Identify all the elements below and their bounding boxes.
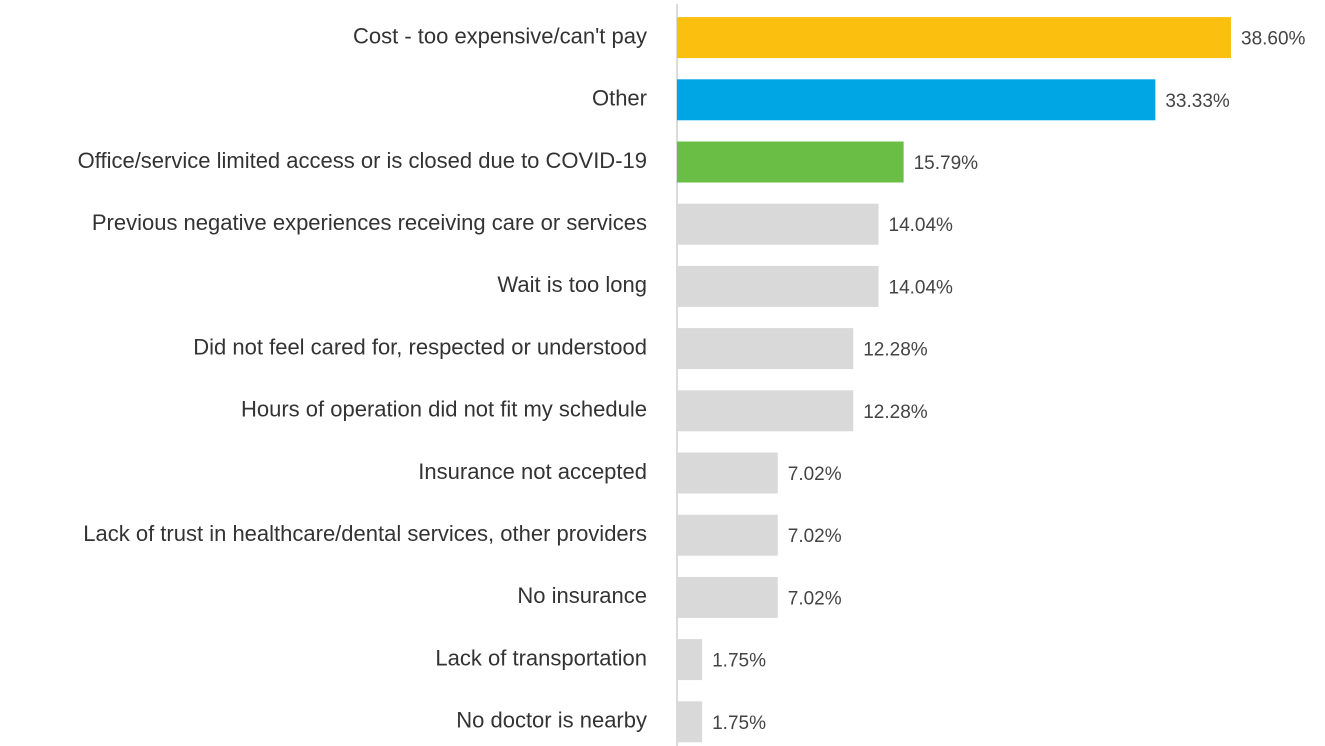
bar xyxy=(677,203,879,245)
category-label: No insurance xyxy=(517,583,647,608)
category-label: Lack of trust in healthcare/dental servi… xyxy=(83,521,647,546)
bar xyxy=(677,639,703,681)
category-label: Lack of transportation xyxy=(435,645,647,670)
bar xyxy=(677,265,879,307)
value-label: 15.79% xyxy=(914,153,979,174)
category-label: Hours of operation did not fit my schedu… xyxy=(241,397,647,422)
bar xyxy=(677,390,854,432)
category-label: Other xyxy=(592,86,647,111)
value-label: 12.28% xyxy=(863,340,928,361)
category-label: Did not feel cared for, respected or und… xyxy=(193,334,647,359)
bar xyxy=(677,79,1156,121)
bar xyxy=(677,328,854,370)
value-label: 14.04% xyxy=(889,277,954,298)
category-label: Wait is too long xyxy=(497,272,647,297)
bar xyxy=(677,701,703,743)
value-label: 12.28% xyxy=(863,402,928,423)
bar xyxy=(677,141,904,183)
value-label: 14.04% xyxy=(889,215,954,236)
value-label: 1.75% xyxy=(712,713,766,734)
category-label: Cost - too expensive/can't pay xyxy=(353,23,647,48)
value-label: 7.02% xyxy=(788,464,842,485)
value-label: 7.02% xyxy=(788,526,842,547)
bar xyxy=(677,452,778,494)
value-label: 38.60% xyxy=(1241,29,1306,50)
bar xyxy=(677,17,1231,59)
category-label: Office/service limited access or is clos… xyxy=(78,148,647,173)
category-label: Previous negative experiences receiving … xyxy=(92,210,647,235)
value-label: 33.33% xyxy=(1165,91,1230,112)
bar xyxy=(677,514,778,556)
category-label: Insurance not accepted xyxy=(418,459,647,484)
value-label: 7.02% xyxy=(788,588,842,609)
category-label: No doctor is nearby xyxy=(456,708,647,733)
value-label: 1.75% xyxy=(712,651,766,672)
bar xyxy=(677,576,778,618)
